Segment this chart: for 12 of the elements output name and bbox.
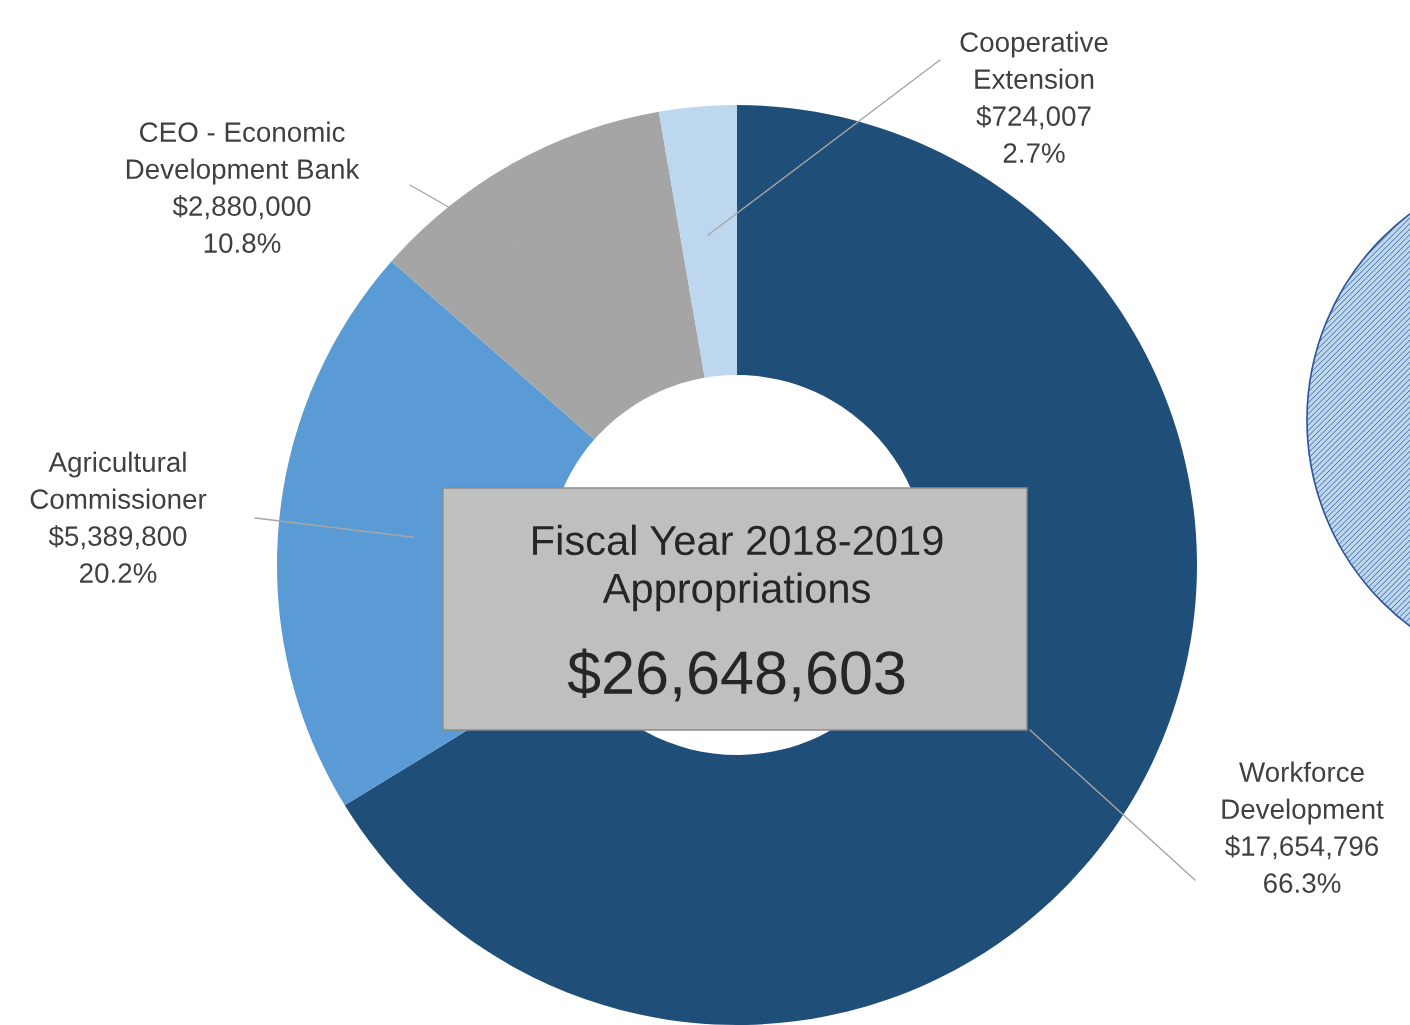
data-label: $5,389,800 20.2% — [48, 525, 187, 583]
text: $26,648,603 — [567, 648, 905, 702]
donut-slice — [658, 105, 737, 378]
slice-label: Cooperative Extension — [960, 31, 1108, 89]
slice-label: Agricultural Commissioner — [30, 451, 207, 509]
slice-label: Workforce Development — [1222, 761, 1384, 825]
data-label: $17,654,796 66.3% — [1225, 835, 1379, 893]
donut-slice — [391, 111, 705, 440]
slice-label: CEO - Economic Development Bank — [126, 121, 360, 185]
data-label: $2,880,000 10.8% — [172, 195, 311, 253]
text: Fiscal Year 2018-2019 Appropriations — [533, 524, 943, 612]
data-label: $724,007 2.7% — [976, 105, 1091, 163]
